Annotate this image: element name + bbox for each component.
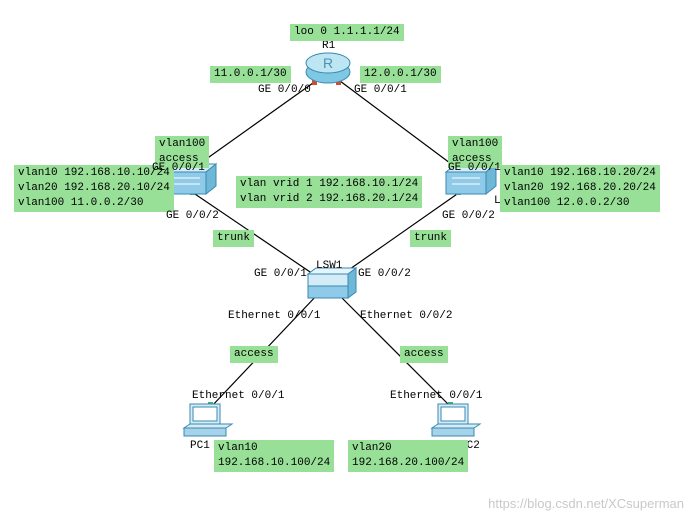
lsw3-ge002-label: GE 0/0/2: [442, 210, 495, 222]
lsw2-vlan-block: vlan10 192.168.10.10/24 vlan20 192.168.2…: [14, 165, 174, 212]
pc-icon-pc1: [184, 404, 232, 436]
pc2-block: vlan20 192.168.20.100/24: [348, 440, 468, 472]
access-left-label: access: [230, 346, 278, 363]
access-right-label: access: [400, 346, 448, 363]
lsw2-ge002-label: GE 0/0/2: [166, 210, 219, 222]
switch-icon-lsw1: [308, 268, 356, 298]
svg-text:R: R: [323, 55, 333, 71]
device-label-r1: R1: [322, 40, 335, 52]
pc2-eth-label: Ethernet 0/0/1: [390, 390, 482, 402]
watermark-text: https://blog.csdn.net/XCsuperman: [488, 496, 684, 511]
vrid-label: vlan vrid 1 192.168.10.1/24 vlan vrid 2 …: [236, 176, 422, 208]
trunk-right-label: trunk: [410, 230, 451, 247]
r1-ge000-label: GE 0/0/0: [258, 84, 311, 96]
trunk-left-label: trunk: [213, 230, 254, 247]
lsw3-vlan-block: vlan10 192.168.10.20/24 vlan20 192.168.2…: [500, 165, 660, 212]
r1-right-ip-label: 12.0.0.1/30: [360, 66, 441, 83]
pc-icon-pc2: [432, 404, 480, 436]
device-label-lsw1: LSW1: [316, 260, 342, 272]
router-icon: R: [306, 53, 350, 83]
pc1-eth-label: Ethernet 0/0/1: [192, 390, 284, 402]
lsw2-ge001-label: GE 0/0/1: [152, 162, 205, 174]
lsw1-eth001-label: Ethernet 0/0/1: [228, 310, 320, 322]
r1-loopback-label: loo 0 1.1.1.1/24: [290, 24, 404, 41]
topology-svg: R: [0, 0, 692, 517]
pc1-block: vlan10 192.168.10.100/24: [214, 440, 334, 472]
lsw1-ge002-label: GE 0/0/2: [358, 268, 411, 280]
lsw1-ge001-label: GE 0/0/1: [254, 268, 307, 280]
r1-left-ip-label: 11.0.0.1/30: [210, 66, 291, 83]
r1-ge001-label: GE 0/0/1: [354, 84, 407, 96]
lsw1-eth002-label: Ethernet 0/0/2: [360, 310, 452, 322]
device-label-pc1: PC1: [190, 440, 210, 452]
lsw3-ge001-label: GE 0/0/1: [448, 162, 501, 174]
